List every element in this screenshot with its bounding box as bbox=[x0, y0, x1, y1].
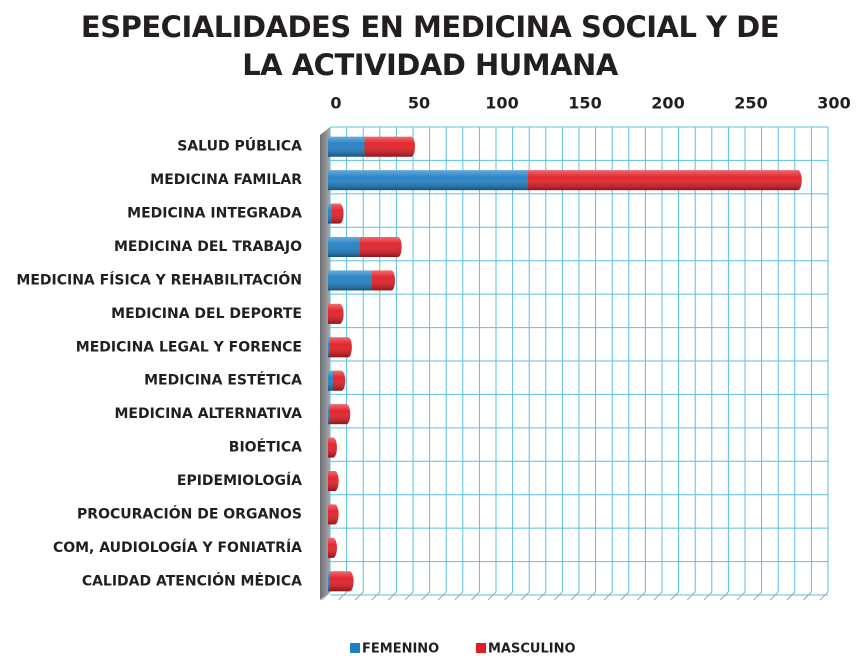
x-tick-label: 250 bbox=[734, 94, 767, 113]
grid-line-floor bbox=[819, 591, 829, 601]
grid-line-floor bbox=[388, 591, 397, 601]
bar-shade bbox=[329, 337, 348, 358]
grid-line-floor bbox=[603, 591, 613, 601]
bar-shade bbox=[329, 404, 347, 425]
left-wall bbox=[320, 127, 330, 600]
y-tick-label: MEDICINA DEL TRABAJO bbox=[114, 239, 302, 255]
y-tick-label: MEDICINA ALTERNATIVA bbox=[114, 406, 302, 422]
bar-shade bbox=[328, 136, 365, 157]
bar-shade bbox=[359, 237, 398, 257]
grid-line-floor bbox=[537, 591, 547, 601]
grid-line-floor bbox=[487, 591, 497, 601]
grid-line-floor bbox=[753, 591, 762, 601]
y-tick-label: MEDICINA FÍSICA Y REHABILITACIÓN bbox=[16, 270, 302, 288]
x-tick-label: 200 bbox=[651, 94, 684, 113]
grid-line-floor bbox=[404, 591, 414, 601]
grid-line-floor bbox=[338, 591, 347, 601]
bar-shade bbox=[527, 170, 798, 191]
grid-line-floor bbox=[421, 591, 430, 601]
y-tick-label: MEDICINA FAMILAR bbox=[150, 172, 302, 188]
bar-cap-shade bbox=[330, 471, 339, 491]
bar-cap-shade bbox=[387, 270, 396, 291]
bar-cap-shade bbox=[328, 437, 337, 458]
grid-line-floor bbox=[321, 591, 331, 601]
grid-line-floor bbox=[437, 591, 447, 601]
grid-line-floor bbox=[354, 591, 364, 601]
y-tick-label: MEDICINA LEGAL Y FORENCE bbox=[76, 339, 302, 355]
bar-cap-shade bbox=[330, 504, 339, 525]
grid-line-floor bbox=[769, 591, 779, 601]
x-tick-label: 300 bbox=[817, 94, 850, 113]
bar-cap-shade bbox=[342, 404, 351, 425]
bar-cap-shade bbox=[335, 303, 344, 324]
legend-swatch bbox=[476, 643, 486, 653]
grid-line-floor bbox=[587, 591, 596, 601]
bar-cap-shade bbox=[393, 237, 402, 257]
grid-line-floor bbox=[637, 591, 646, 601]
bar-cap-shade bbox=[343, 337, 352, 358]
grid-line-floor bbox=[670, 591, 679, 601]
grid-line-floor bbox=[653, 591, 663, 601]
y-tick-label: MEDICINA INTEGRADA bbox=[127, 206, 302, 222]
y-tick-label: PROCURACIÓN DE ORGANOS bbox=[77, 504, 302, 522]
y-tick-label: CALIDAD ATENCIÓN MÉDICA bbox=[82, 571, 302, 589]
y-tick-label: COM, AUDIOLOGÍA Y FONIATRÍA bbox=[53, 539, 302, 556]
x-tick-label: 100 bbox=[485, 94, 518, 113]
grid-line-floor bbox=[620, 591, 630, 601]
grid-line-floor bbox=[803, 591, 812, 601]
grid-line-floor bbox=[786, 591, 796, 601]
legend-label: FEMENINO bbox=[362, 642, 439, 656]
chart-title: ESPECIALIDADES EN MEDICINA SOCIAL Y DE L… bbox=[80, 10, 780, 82]
grid-line-floor bbox=[720, 591, 729, 601]
bar-shade bbox=[328, 170, 528, 191]
bar-shade bbox=[328, 571, 330, 592]
grid-line-floor bbox=[454, 591, 464, 601]
bar-shade bbox=[328, 404, 330, 425]
bar-shade bbox=[364, 136, 411, 157]
bar-cap-shade bbox=[793, 170, 802, 191]
grid-line-floor bbox=[736, 591, 746, 601]
grid-line-floor bbox=[504, 591, 513, 601]
grid-line-floor bbox=[703, 591, 713, 601]
bar-shade bbox=[328, 303, 340, 324]
y-tick-label: MEDICINA ESTÉTICA bbox=[144, 372, 302, 389]
grid-line-floor bbox=[554, 591, 563, 601]
bar-shade bbox=[328, 337, 330, 358]
bar-shade bbox=[331, 203, 340, 224]
bar-cap-shade bbox=[328, 537, 337, 558]
bar-shade bbox=[328, 237, 360, 257]
grid-line-floor bbox=[520, 591, 530, 601]
bar-cap-shade bbox=[407, 136, 415, 157]
x-tick-label: 150 bbox=[568, 94, 601, 113]
bar-shade bbox=[371, 270, 392, 291]
bar-shade bbox=[328, 370, 333, 391]
y-tick-label: MEDICINA DEL DEPORTE bbox=[111, 306, 302, 322]
bar-cap-shade bbox=[345, 571, 354, 592]
grid-line-floor bbox=[371, 591, 381, 601]
y-tick-label: BIOÉTICA bbox=[229, 439, 302, 456]
y-tick-label: SALUD PÚBLICA bbox=[177, 137, 302, 155]
bar-shade bbox=[329, 571, 350, 592]
y-tick-label: EPIDEMIOLOGÍA bbox=[177, 472, 302, 489]
bar-shade bbox=[332, 370, 342, 391]
grid-line-floor bbox=[471, 591, 480, 601]
legend-label: MASCULINO bbox=[488, 642, 576, 656]
x-tick-label: 50 bbox=[408, 94, 430, 113]
bar-cap-shade bbox=[335, 203, 344, 224]
grid-line-floor bbox=[686, 591, 696, 601]
bar-shade bbox=[328, 203, 332, 224]
bar-shade bbox=[328, 270, 372, 291]
legend-swatch bbox=[350, 643, 360, 653]
grid-line-floor bbox=[570, 591, 580, 601]
bar-cap-shade bbox=[337, 370, 346, 391]
x-tick-label: 0 bbox=[330, 94, 341, 113]
